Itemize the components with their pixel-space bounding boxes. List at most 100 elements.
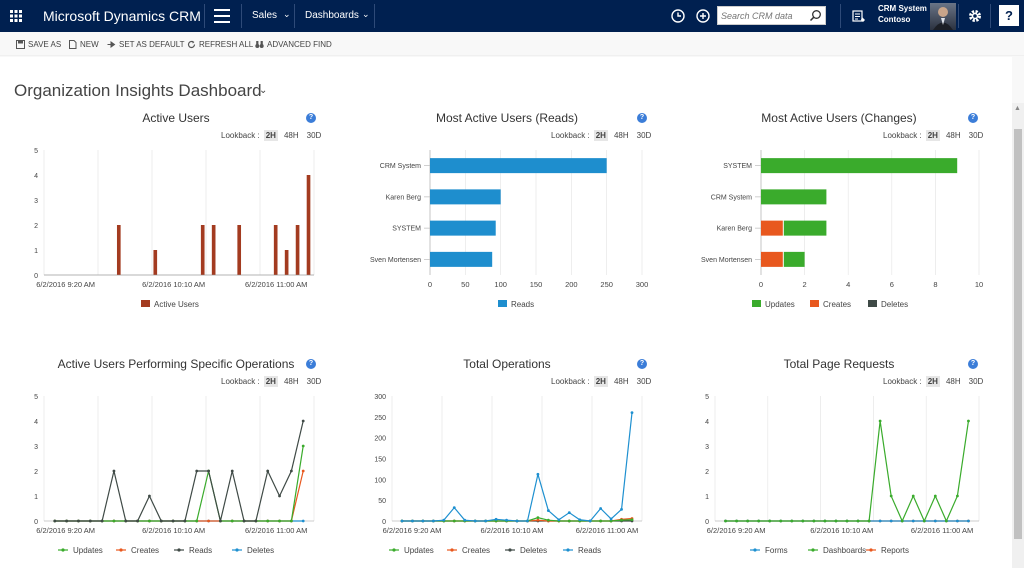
chevron-down-icon[interactable]: ⌄ (362, 9, 370, 19)
point-dashboards[interactable] (856, 519, 860, 523)
lookback-option-48h[interactable]: 48H (613, 377, 629, 386)
point-reads[interactable] (473, 519, 477, 523)
point-reads[interactable] (266, 469, 270, 473)
bar-active-users[interactable] (237, 225, 242, 275)
point-updates[interactable] (148, 519, 151, 523)
point-updates[interactable] (301, 444, 305, 448)
lookback-option-2h[interactable]: 2H (593, 376, 608, 387)
point-creates[interactable] (207, 519, 210, 523)
point-reads[interactable] (124, 519, 128, 523)
point-dashboards[interactable] (922, 519, 926, 523)
lookback-option-30d[interactable]: 30D (636, 377, 652, 386)
point-updates[interactable] (112, 519, 116, 523)
advanced-settings-icon[interactable] (851, 8, 867, 24)
line-reads[interactable] (402, 412, 633, 522)
lookback-option-30d[interactable]: 30D (306, 131, 322, 140)
point-dashboards[interactable] (944, 519, 948, 523)
point-dashboards[interactable] (746, 519, 750, 523)
point-dashboards[interactable] (790, 519, 794, 523)
bar-creates[interactable] (761, 220, 783, 236)
point-updates[interactable] (599, 519, 603, 523)
point-reads[interactable] (546, 509, 550, 512)
bar-reads[interactable] (430, 189, 501, 205)
point-reads[interactable] (505, 518, 508, 522)
point-reads[interactable] (278, 494, 281, 498)
legend-label[interactable]: Deletes (520, 546, 547, 555)
line-dashboards[interactable] (725, 420, 970, 523)
help-question-icon[interactable]: ? (306, 359, 316, 369)
chevron-down-icon[interactable]: ⌄ (259, 85, 268, 96)
point-reads[interactable] (77, 519, 80, 523)
bar-updates[interactable] (761, 189, 827, 205)
point-dashboards[interactable] (933, 494, 937, 498)
point-updates[interactable] (536, 516, 540, 520)
point-reads[interactable] (494, 517, 498, 521)
point-forms[interactable] (956, 519, 959, 523)
legend-label[interactable]: Reads (578, 546, 601, 555)
help-question-icon[interactable]: ? (637, 359, 647, 369)
help-question-icon[interactable]: ? (306, 113, 316, 123)
line-updates[interactable] (54, 445, 304, 522)
vertical-scrollbar[interactable]: ▲ (1012, 103, 1024, 568)
lookback-option-2h[interactable]: 2H (263, 376, 278, 387)
nav-page-dashboards[interactable]: Dashboards (305, 10, 359, 21)
nav-area-sales[interactable]: Sales (252, 10, 278, 21)
point-updates[interactable] (266, 519, 270, 523)
legend-label[interactable]: Creates (823, 300, 851, 309)
clock-icon[interactable] (670, 8, 686, 24)
point-reads[interactable] (431, 519, 435, 523)
point-reads[interactable] (400, 519, 404, 523)
lookback-option-30d[interactable]: 30D (968, 377, 984, 386)
point-reads[interactable] (53, 519, 57, 523)
legend-label[interactable]: Creates (131, 546, 159, 555)
point-dashboards[interactable] (823, 519, 827, 523)
point-dashboards[interactable] (768, 519, 772, 523)
legend-label[interactable]: Reads (189, 546, 212, 555)
app-brand[interactable]: Microsoft Dynamics CRM (43, 8, 201, 24)
point-reads[interactable] (159, 519, 163, 523)
lookback-option-48h[interactable]: 48H (283, 377, 299, 386)
bar-updates[interactable] (761, 158, 958, 174)
bar-active-users[interactable] (284, 250, 289, 275)
point-dashboards[interactable] (735, 519, 738, 523)
point-forms[interactable] (967, 519, 970, 523)
point-reads[interactable] (195, 469, 199, 473)
point-reads[interactable] (442, 518, 446, 522)
help-button[interactable]: ? (999, 5, 1019, 26)
bar-active-users[interactable] (200, 225, 205, 275)
point-dashboards[interactable] (967, 419, 970, 423)
legend-label[interactable]: Updates (765, 300, 795, 309)
point-reads[interactable] (588, 519, 592, 523)
save-as-button[interactable]: SAVE AS (16, 40, 61, 49)
point-reads[interactable] (578, 518, 582, 522)
point-reads[interactable] (207, 469, 210, 473)
point-reads[interactable] (136, 519, 140, 523)
point-reads[interactable] (254, 519, 258, 523)
lookback-option-30d[interactable]: 30D (968, 131, 984, 140)
point-dashboards[interactable] (867, 519, 871, 523)
bar-reads[interactable] (430, 158, 607, 174)
point-reads[interactable] (452, 506, 456, 510)
search-icon[interactable] (809, 9, 822, 22)
point-creates[interactable] (301, 469, 305, 473)
lookback-option-48h[interactable]: 48H (945, 377, 961, 386)
page-title[interactable]: Organization Insights Dashboard (14, 81, 262, 100)
help-question-icon[interactable]: ? (968, 359, 978, 369)
point-dashboards[interactable] (956, 494, 959, 498)
point-dashboards[interactable] (834, 519, 838, 523)
point-updates[interactable] (278, 519, 281, 523)
point-updates[interactable] (289, 519, 293, 523)
lookback-option-2h[interactable]: 2H (925, 376, 940, 387)
avatar[interactable] (930, 3, 956, 30)
point-updates[interactable] (609, 519, 613, 523)
point-reads[interactable] (148, 494, 151, 498)
point-reads[interactable] (463, 518, 467, 522)
point-dashboards[interactable] (724, 519, 727, 523)
point-updates[interactable] (630, 518, 634, 522)
lookback-option-48h[interactable]: 48H (945, 131, 961, 140)
point-reads[interactable] (112, 469, 116, 473)
point-reads[interactable] (421, 519, 425, 523)
point-reads[interactable] (230, 469, 234, 473)
line-reads[interactable] (54, 420, 304, 522)
point-updates[interactable] (195, 519, 199, 523)
